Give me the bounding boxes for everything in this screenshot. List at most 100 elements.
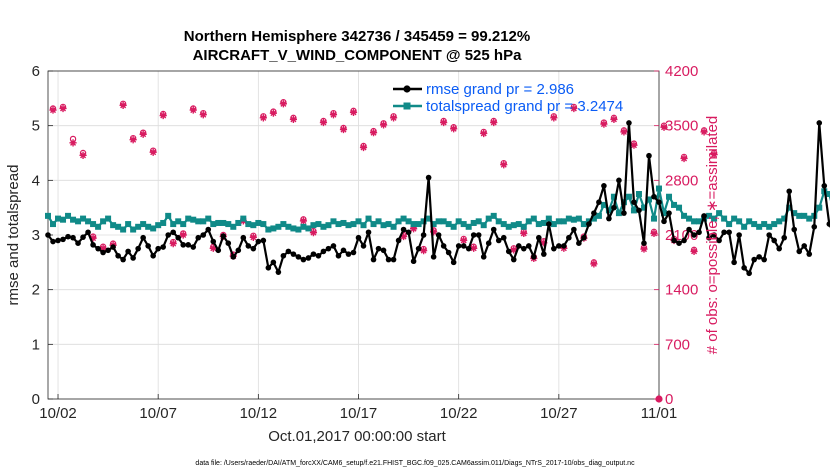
rmse-point <box>260 237 267 244</box>
obs-assimilated-point <box>209 244 217 252</box>
y-tick-label: 5 <box>32 118 40 135</box>
rmse-point <box>751 256 757 263</box>
obs-assimilated-point <box>490 118 498 127</box>
rmse-point <box>666 210 672 216</box>
spread-point <box>155 222 162 229</box>
spread-point <box>440 218 447 225</box>
spread-point <box>510 222 517 229</box>
spread-point <box>265 226 272 233</box>
rmse-point <box>786 188 793 195</box>
y-right-tick-label: 2800 <box>665 172 698 189</box>
obs-assimilated-point <box>430 228 438 236</box>
rmse-point <box>586 221 592 227</box>
spread-point <box>235 219 242 226</box>
rmse-point <box>100 249 106 256</box>
x-tick-label: 10/02 <box>39 405 77 422</box>
rmse-point <box>55 237 61 244</box>
spread-point <box>681 212 688 219</box>
spread-point <box>395 218 402 225</box>
rmse-point <box>741 265 747 271</box>
spread-point <box>220 219 227 226</box>
rmse-point <box>525 243 532 249</box>
rmse-point <box>325 245 332 252</box>
spread-point <box>60 216 67 223</box>
spread-point <box>475 218 482 225</box>
spread-point <box>205 215 212 222</box>
spread-point <box>195 218 202 225</box>
spread-point <box>666 193 673 200</box>
rmse-point <box>380 247 387 254</box>
spread-point <box>430 221 437 228</box>
rmse-point <box>811 224 818 230</box>
spread-point <box>300 223 307 230</box>
rmse-point <box>165 232 171 238</box>
rmse-point <box>105 247 111 254</box>
rmse-point <box>726 229 732 236</box>
rmse-point <box>591 210 597 216</box>
rmse-point <box>170 229 177 236</box>
spread-point <box>721 215 728 222</box>
rmse-point <box>405 229 412 236</box>
rmse-point <box>440 243 447 249</box>
spread-point <box>295 226 302 233</box>
obs-assimilated-point <box>690 247 698 255</box>
obs-assimilated-point <box>339 125 348 134</box>
obs-assimilated-point <box>59 104 67 113</box>
obs-assimilated-point <box>570 104 578 113</box>
spread-point <box>345 222 352 229</box>
spread-point <box>545 215 552 222</box>
obs-assimilated-point <box>399 232 408 241</box>
spread-point <box>560 218 567 225</box>
rmse-point <box>490 226 497 233</box>
rmse-point <box>335 252 342 259</box>
rmse-point <box>771 237 777 244</box>
rmse-point <box>385 256 392 263</box>
rmse-point <box>480 254 487 260</box>
spread-point <box>210 221 217 228</box>
obs-assimilated-point <box>249 233 257 241</box>
obs-assimilated-point <box>610 115 618 124</box>
rmse-point <box>140 234 146 241</box>
spread-point <box>736 218 743 225</box>
spread-point <box>240 215 247 222</box>
obs-assimilated-point <box>450 125 458 133</box>
rmse-point <box>455 243 462 249</box>
rmse-point <box>185 242 192 248</box>
rmse-point <box>821 183 828 189</box>
spread-point <box>65 212 72 219</box>
rmse-point <box>816 120 823 126</box>
x-tick-label: 10/27 <box>540 405 578 422</box>
obs-assimilated-point <box>259 114 267 122</box>
spread-point <box>540 219 547 226</box>
rmse-point <box>656 199 662 205</box>
y-right-tick-label: 4200 <box>665 63 698 80</box>
rmse-point <box>601 183 607 189</box>
spread-point <box>530 215 537 222</box>
obs-assimilated-point <box>470 244 478 252</box>
obs-assimilated-point <box>660 123 668 131</box>
obs-assimilated-point <box>149 148 157 156</box>
rmse-point <box>220 233 227 239</box>
spread-point <box>115 223 122 230</box>
spread-point <box>595 212 602 219</box>
spread-point <box>225 221 232 228</box>
rmse-point <box>365 229 372 236</box>
rmse-point <box>340 247 347 254</box>
spread-point <box>280 221 287 228</box>
rmse-point <box>425 174 432 181</box>
rmse-point <box>716 237 722 244</box>
rmse-point <box>60 236 66 243</box>
spread-point <box>786 204 793 211</box>
spread-point <box>766 223 773 230</box>
legend-rmse-marker <box>403 85 411 93</box>
rmse-point <box>50 238 56 245</box>
spread-point <box>370 221 377 228</box>
grid-lines <box>48 70 660 400</box>
rmse-point <box>230 254 237 260</box>
rmse-point <box>375 245 382 252</box>
spread-point <box>671 201 678 208</box>
spread-point <box>275 223 282 230</box>
spread-point <box>650 215 657 222</box>
rmse-point <box>310 251 317 257</box>
rmse-point <box>731 259 737 266</box>
